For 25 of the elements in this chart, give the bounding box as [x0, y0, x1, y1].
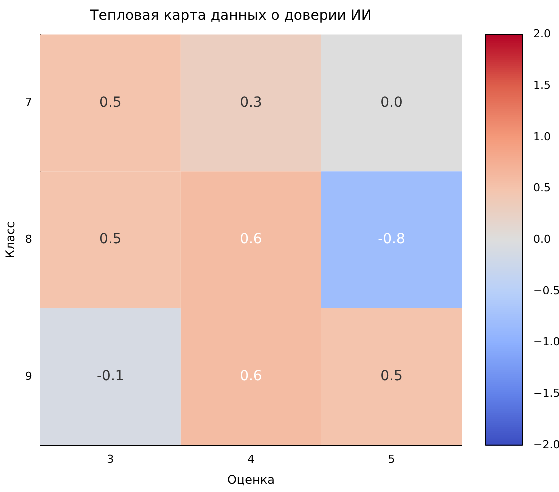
data-label: -0.1 — [97, 368, 124, 385]
color-bar-label: −1.5 — [534, 386, 559, 400]
data-label: 0.5 — [100, 94, 122, 111]
x-axis-title: Оценка — [227, 472, 275, 487]
data-label: 0.0 — [380, 94, 403, 111]
data-label: -0.8 — [378, 232, 406, 248]
color-bar-label: 2.0 — [534, 28, 551, 41]
x-tick-label: 4 — [248, 452, 255, 466]
x-tick-label: 3 — [107, 452, 114, 466]
color-bar-label: 0.5 — [534, 182, 551, 195]
chart-title: Тепловая карта данных о доверии ИИ — [89, 8, 372, 24]
color-bar-label: 1.5 — [534, 78, 551, 92]
y-tick-label: 7 — [25, 96, 32, 110]
y-axis-title: Класс — [3, 222, 18, 258]
data-label: 0.6 — [240, 368, 262, 385]
data-label: 0.5 — [380, 368, 403, 385]
x-tick-label: 5 — [388, 452, 396, 466]
color-bar-label: 1.0 — [534, 130, 551, 144]
data-label: 0.5 — [100, 232, 122, 248]
data-label: 0.3 — [240, 94, 262, 111]
color-bar-label: −0.5 — [534, 284, 559, 298]
data-label: 0.6 — [240, 232, 262, 248]
y-tick-label: 8 — [25, 232, 32, 246]
y-tick-label: 9 — [25, 370, 32, 383]
color-bar-label: 0.0 — [534, 232, 551, 246]
